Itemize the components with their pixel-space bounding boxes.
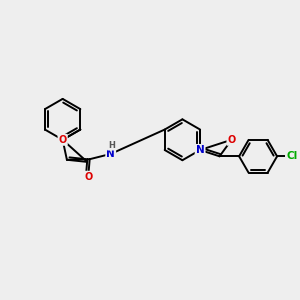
Text: N: N xyxy=(196,145,205,155)
Text: N: N xyxy=(106,149,115,159)
Text: O: O xyxy=(58,135,67,145)
Text: H: H xyxy=(108,141,115,150)
Text: O: O xyxy=(227,135,236,145)
Text: O: O xyxy=(84,172,92,182)
Text: Cl: Cl xyxy=(286,151,297,161)
